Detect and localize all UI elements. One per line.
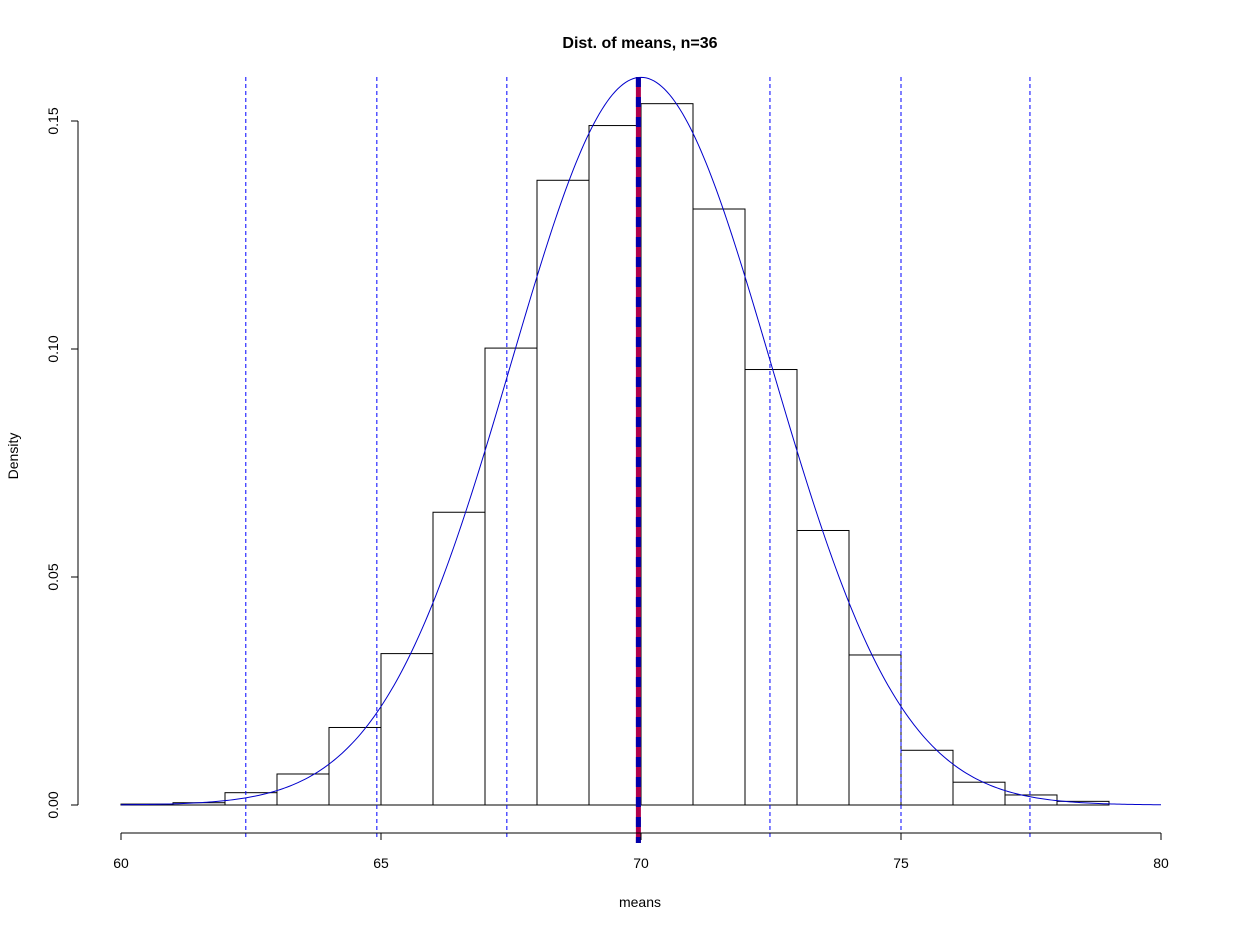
histogram-bar <box>796 529 850 806</box>
histogram-bar <box>952 781 1006 806</box>
histogram-bar <box>432 511 486 806</box>
histogram-bar <box>484 347 538 806</box>
histogram-bar <box>692 208 746 806</box>
histogram-bar <box>848 654 902 806</box>
y-tick-label: 0.00 <box>45 791 61 818</box>
y-tick-label: 0.10 <box>45 335 61 362</box>
histogram-bar <box>744 369 798 806</box>
normal-density-curve <box>120 76 1162 806</box>
x-tick-label: 75 <box>893 855 909 871</box>
x-tick-label: 70 <box>633 855 649 871</box>
x-tick-label: 60 <box>113 855 129 871</box>
histogram-bar <box>900 749 954 806</box>
x-tick-label: 80 <box>1153 855 1169 871</box>
x-tick-label: 65 <box>373 855 389 871</box>
plot-area: 60 65 70 75 80 0.00 0.05 0.10 0.15 <box>45 76 1169 871</box>
histogram-bar <box>224 792 278 806</box>
x-axis-label: means <box>619 894 661 910</box>
histogram-bar <box>328 726 382 806</box>
histogram-bar <box>536 179 590 806</box>
y-tick-label: 0.05 <box>45 563 61 590</box>
histogram-bar <box>380 653 434 806</box>
histogram-bar <box>276 773 330 806</box>
histogram-bar <box>588 125 642 806</box>
y-tick-label: 0.15 <box>45 107 61 134</box>
y-axis-label: Density <box>5 433 21 480</box>
chart-title: Dist. of means, n=36 <box>562 35 717 52</box>
histogram-bar <box>640 103 694 806</box>
